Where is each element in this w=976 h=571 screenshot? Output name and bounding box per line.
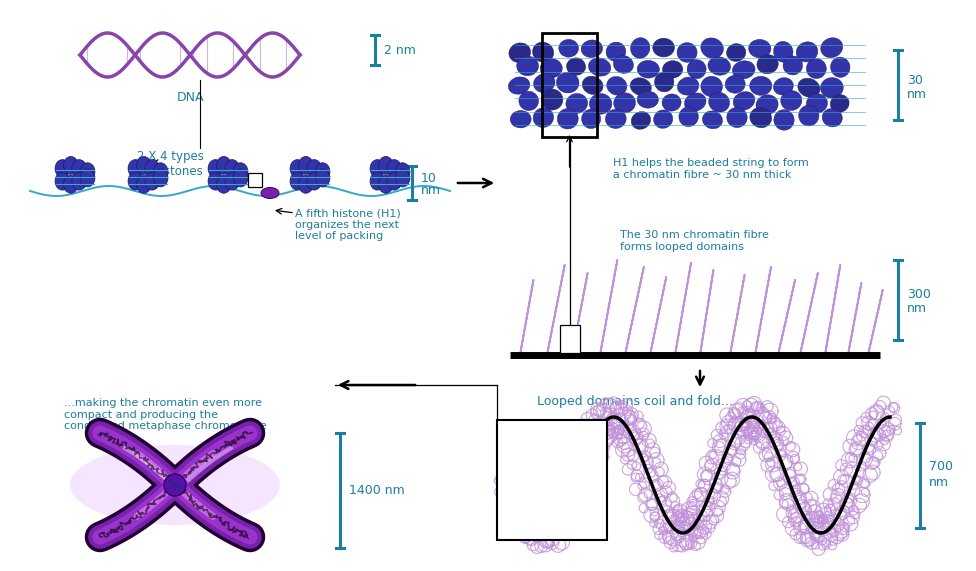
Ellipse shape	[510, 111, 531, 128]
Ellipse shape	[630, 78, 651, 95]
Ellipse shape	[781, 91, 802, 110]
Ellipse shape	[224, 172, 239, 190]
Ellipse shape	[637, 61, 660, 78]
Ellipse shape	[655, 73, 673, 92]
Ellipse shape	[677, 43, 697, 62]
Ellipse shape	[703, 111, 722, 129]
Ellipse shape	[822, 108, 842, 127]
Ellipse shape	[290, 160, 305, 178]
Ellipse shape	[654, 110, 672, 128]
Ellipse shape	[821, 38, 842, 58]
Text: ...making the chromatin even more
compact and producing the
condensed metaphase : ...making the chromatin even more compac…	[64, 398, 266, 431]
Ellipse shape	[662, 94, 681, 111]
Ellipse shape	[559, 39, 579, 57]
Ellipse shape	[72, 172, 87, 190]
Ellipse shape	[583, 76, 603, 95]
Ellipse shape	[208, 172, 223, 190]
Ellipse shape	[732, 61, 755, 79]
Ellipse shape	[653, 38, 674, 57]
Ellipse shape	[733, 91, 754, 110]
Ellipse shape	[208, 160, 223, 178]
Ellipse shape	[70, 445, 280, 525]
Text: 2 nm: 2 nm	[384, 43, 416, 57]
Ellipse shape	[395, 163, 410, 180]
Ellipse shape	[783, 56, 802, 75]
Ellipse shape	[261, 187, 279, 199]
Ellipse shape	[727, 107, 748, 127]
Ellipse shape	[217, 156, 231, 174]
Ellipse shape	[773, 78, 793, 95]
Bar	[248, 173, 262, 187]
Ellipse shape	[679, 107, 699, 127]
Ellipse shape	[630, 38, 650, 58]
Ellipse shape	[516, 56, 539, 76]
Text: 10: 10	[421, 172, 437, 186]
Ellipse shape	[749, 39, 771, 58]
Ellipse shape	[684, 93, 706, 111]
Text: Looped domains coil and fold...: Looped domains coil and fold...	[537, 395, 733, 408]
Ellipse shape	[290, 172, 305, 190]
Ellipse shape	[605, 109, 627, 128]
Ellipse shape	[217, 175, 231, 193]
Ellipse shape	[299, 175, 313, 193]
Ellipse shape	[80, 169, 95, 187]
Text: H1 helps the beaded string to form
a chromatin fibre ~ 30 nm thick: H1 helps the beaded string to form a chr…	[613, 158, 809, 180]
Ellipse shape	[519, 91, 539, 111]
Ellipse shape	[582, 109, 600, 128]
Ellipse shape	[137, 156, 151, 174]
Ellipse shape	[386, 160, 401, 178]
Text: 700: 700	[929, 460, 953, 473]
Ellipse shape	[566, 58, 586, 75]
Ellipse shape	[774, 41, 793, 62]
Ellipse shape	[590, 94, 612, 114]
Ellipse shape	[796, 42, 818, 62]
Text: nm: nm	[907, 87, 927, 100]
Ellipse shape	[663, 61, 683, 78]
Ellipse shape	[233, 163, 248, 180]
Ellipse shape	[63, 175, 78, 193]
Bar	[497, 420, 607, 540]
Ellipse shape	[315, 163, 330, 180]
Ellipse shape	[306, 172, 321, 190]
Text: 2 X 4 types
of histones: 2 X 4 types of histones	[137, 150, 203, 178]
Ellipse shape	[379, 175, 393, 193]
Text: 300: 300	[907, 288, 931, 301]
Ellipse shape	[677, 77, 699, 95]
Ellipse shape	[631, 111, 651, 129]
Ellipse shape	[299, 156, 313, 174]
Ellipse shape	[370, 172, 385, 190]
Text: nm: nm	[929, 477, 949, 489]
Ellipse shape	[798, 105, 819, 126]
Ellipse shape	[708, 57, 731, 75]
Ellipse shape	[750, 107, 772, 128]
Ellipse shape	[614, 93, 635, 113]
Ellipse shape	[395, 169, 410, 187]
Ellipse shape	[370, 160, 385, 178]
Text: A fifth histone (H1)
organizes the next
level of packing: A fifth histone (H1) organizes the next …	[295, 208, 401, 241]
Ellipse shape	[55, 172, 69, 190]
Ellipse shape	[756, 95, 778, 115]
Ellipse shape	[128, 172, 142, 190]
Ellipse shape	[637, 91, 659, 108]
Ellipse shape	[557, 108, 578, 129]
Ellipse shape	[687, 59, 707, 79]
Ellipse shape	[556, 73, 579, 93]
Text: nm: nm	[421, 184, 441, 198]
Ellipse shape	[606, 42, 626, 61]
Ellipse shape	[144, 172, 159, 190]
Ellipse shape	[533, 42, 553, 62]
Ellipse shape	[153, 163, 168, 180]
Ellipse shape	[80, 163, 95, 180]
Ellipse shape	[128, 160, 142, 178]
Ellipse shape	[386, 172, 401, 190]
Ellipse shape	[589, 58, 611, 76]
Ellipse shape	[806, 59, 827, 79]
Text: The 30 nm chromatin fibre
forms looped domains: The 30 nm chromatin fibre forms looped d…	[620, 230, 769, 252]
Bar	[542, 33, 597, 137]
Text: DNA: DNA	[177, 91, 204, 104]
Ellipse shape	[709, 93, 729, 112]
Ellipse shape	[63, 156, 78, 174]
Ellipse shape	[137, 175, 151, 193]
Ellipse shape	[72, 160, 87, 178]
Ellipse shape	[831, 95, 849, 112]
